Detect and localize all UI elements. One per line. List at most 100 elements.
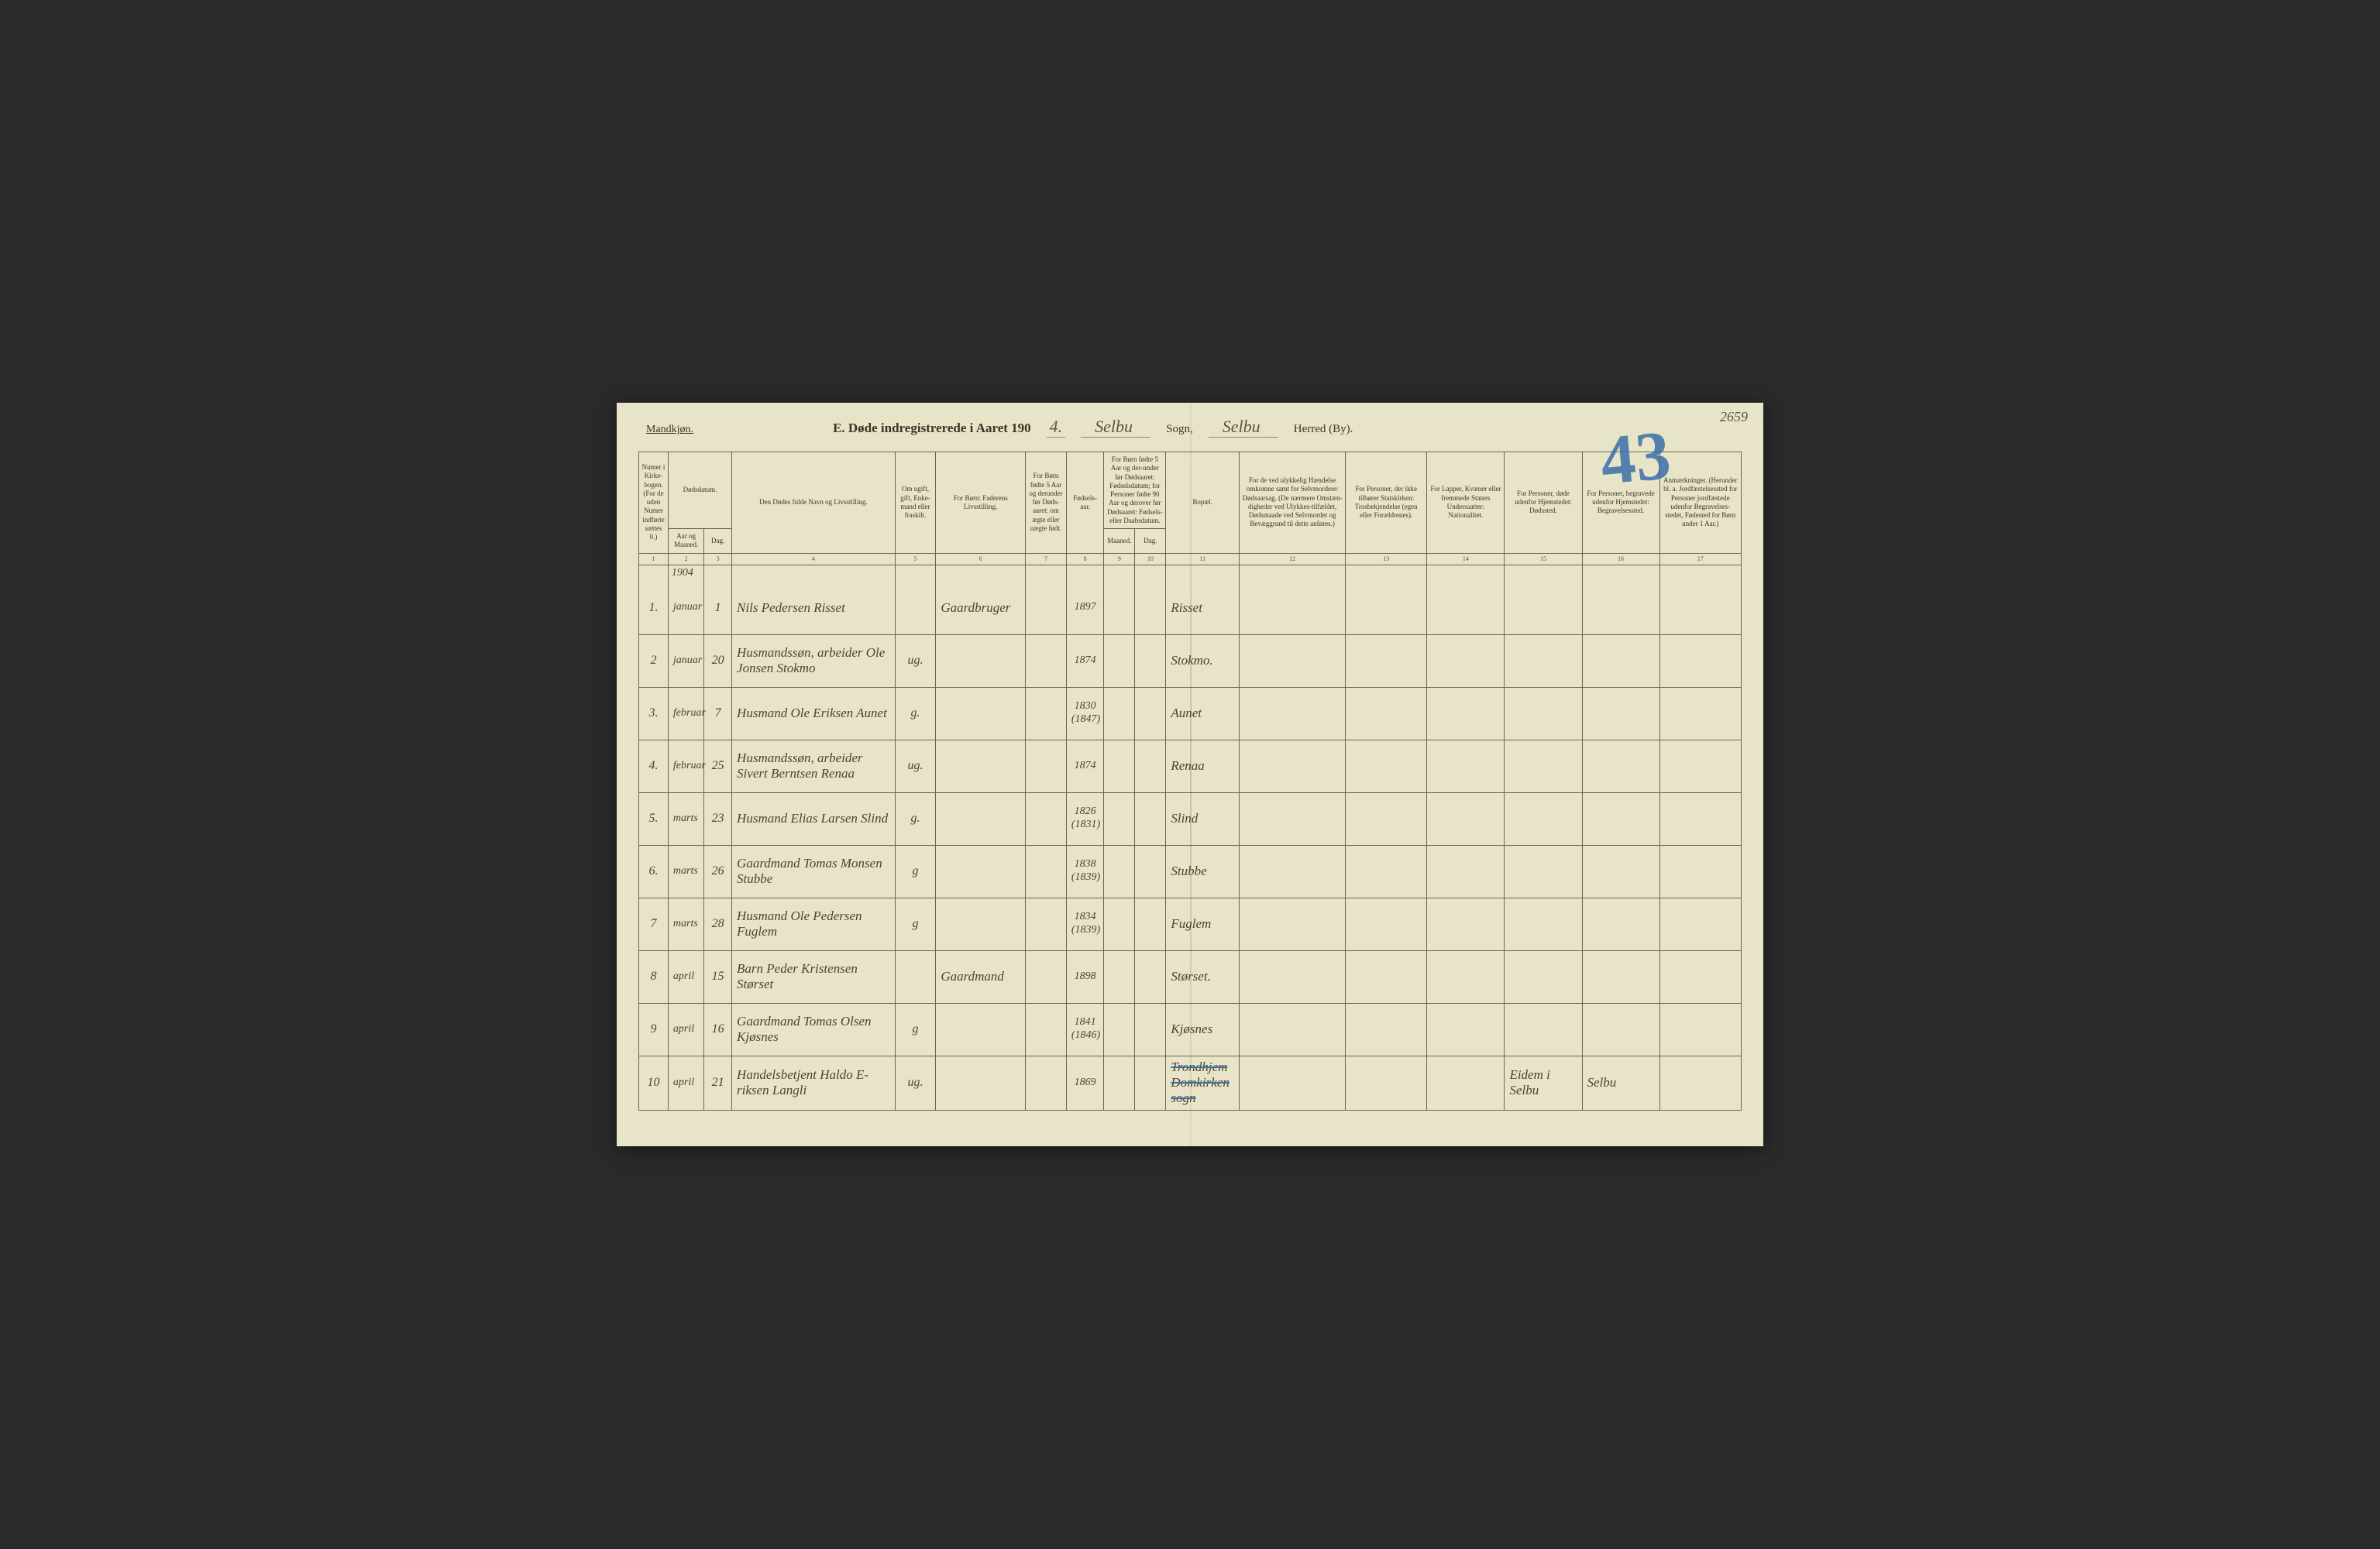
cell (1505, 845, 1582, 898)
colnum: 16 (1582, 553, 1659, 565)
cell (1427, 565, 1505, 582)
cell (1582, 950, 1659, 1003)
cell (1505, 582, 1582, 634)
cell: g. (895, 792, 936, 845)
cell (1135, 740, 1166, 792)
cell (732, 565, 896, 582)
header: Mandkjøn. E. Døde indregistrerede i Aare… (638, 417, 1742, 438)
cell: 9 (639, 1003, 669, 1056)
cell (1240, 898, 1346, 950)
cell (1346, 565, 1427, 582)
cell (936, 687, 1026, 740)
cell (936, 1003, 1026, 1056)
cell: 20 (704, 634, 732, 687)
cell (1659, 898, 1741, 950)
cell: 1841 (1846) (1066, 1003, 1103, 1056)
cell: Husmand Elias Larsen Slind (732, 792, 896, 845)
cell: 28 (704, 898, 732, 950)
cell (1505, 950, 1582, 1003)
cell (1104, 950, 1135, 1003)
cell (1659, 792, 1741, 845)
cell (1240, 845, 1346, 898)
cell (1582, 845, 1659, 898)
cell: Aunet (1166, 687, 1240, 740)
col-header: Numer i Kirke-bogen. (For de uden Numer … (639, 452, 669, 554)
table-row: 2januar20Husmandssøn, arbeider Ole Jonse… (639, 634, 1742, 687)
cell (1135, 634, 1166, 687)
cell: marts (668, 845, 703, 898)
cell (1346, 687, 1427, 740)
cell (1104, 687, 1135, 740)
colnum: 7 (1026, 553, 1067, 565)
col-subheader: Maaned. (1104, 529, 1135, 554)
cell (1427, 1056, 1505, 1110)
cell (1104, 740, 1135, 792)
cell: 15 (704, 950, 732, 1003)
cell (936, 845, 1026, 898)
cell: Risset (1166, 582, 1240, 634)
cell: 7 (704, 687, 732, 740)
cell (1427, 634, 1505, 687)
cell: g (895, 845, 936, 898)
cell (1026, 898, 1067, 950)
cell: februar (668, 687, 703, 740)
gender-label: Mandkjøn. (646, 424, 693, 436)
cell (1659, 845, 1741, 898)
cell (1659, 565, 1741, 582)
cell (936, 634, 1026, 687)
cell (1240, 687, 1346, 740)
cell: 2 (639, 634, 669, 687)
col-header: Den Dødes fulde Navn og Livsstilling. (732, 452, 896, 554)
cell (1427, 687, 1505, 740)
cell: g (895, 898, 936, 950)
cell: 1838 (1839) (1066, 845, 1103, 898)
cell (1346, 792, 1427, 845)
cell (1240, 1003, 1346, 1056)
col-header: Fødsels-aar. (1066, 452, 1103, 554)
col-header: For Børn fødte 5 Aar og der-under før Dø… (1104, 452, 1166, 529)
cell: Slind (1166, 792, 1240, 845)
cell: februar (668, 740, 703, 792)
cell: april (668, 1003, 703, 1056)
table-row: 1.januar1Nils Pedersen RissetGaardbruger… (639, 582, 1742, 634)
cell: g (895, 1003, 936, 1056)
cell (1026, 792, 1067, 845)
cell (639, 565, 669, 582)
cell: Kjøsnes (1166, 1003, 1240, 1056)
colnum: 10 (1135, 553, 1166, 565)
colnum: 3 (704, 553, 732, 565)
col-header: Anmærkninger. (Herunder bl. a. Jordfæste… (1659, 452, 1741, 554)
cell (1135, 687, 1166, 740)
cell (1582, 634, 1659, 687)
ledger-page: 2659 43 Mandkjøn. E. Døde indregistrered… (617, 403, 1763, 1146)
cell: 23 (704, 792, 732, 845)
cell (1135, 565, 1166, 582)
cell: april (668, 1056, 703, 1110)
cell: 8 (639, 950, 669, 1003)
cell (1026, 950, 1067, 1003)
cell (1026, 687, 1067, 740)
cell: marts (668, 792, 703, 845)
cell (1104, 634, 1135, 687)
cell (704, 565, 732, 582)
col-header: For de ved ulykkelig Hændelse omkomne sa… (1240, 452, 1346, 554)
herred-label: Herred (By). (1294, 423, 1353, 436)
cell: 10 (639, 1056, 669, 1110)
cell: Husmandssøn, arbeider Ole Jonsen Stokmo (732, 634, 896, 687)
cell: Stubbe (1166, 845, 1240, 898)
colnum: 13 (1346, 553, 1427, 565)
cell: 6. (639, 845, 669, 898)
table-body: 19041.januar1Nils Pedersen RissetGaardbr… (639, 565, 1742, 1110)
cell (1240, 582, 1346, 634)
table-row: 10april21Handelsbetjent Haldo E-riksen L… (639, 1056, 1742, 1110)
cell (1659, 582, 1741, 634)
col-header: For Personer, der ikke tilhører Statskir… (1346, 452, 1427, 554)
cell: Eidem i Selbu (1505, 1056, 1582, 1110)
cell: Husmand Ole Eriksen Aunet (732, 687, 896, 740)
colnum: 17 (1659, 553, 1741, 565)
cell: Nils Pedersen Risset (732, 582, 896, 634)
colnum: 8 (1066, 553, 1103, 565)
cell (1659, 634, 1741, 687)
cell: 25 (704, 740, 732, 792)
cell (1135, 792, 1166, 845)
